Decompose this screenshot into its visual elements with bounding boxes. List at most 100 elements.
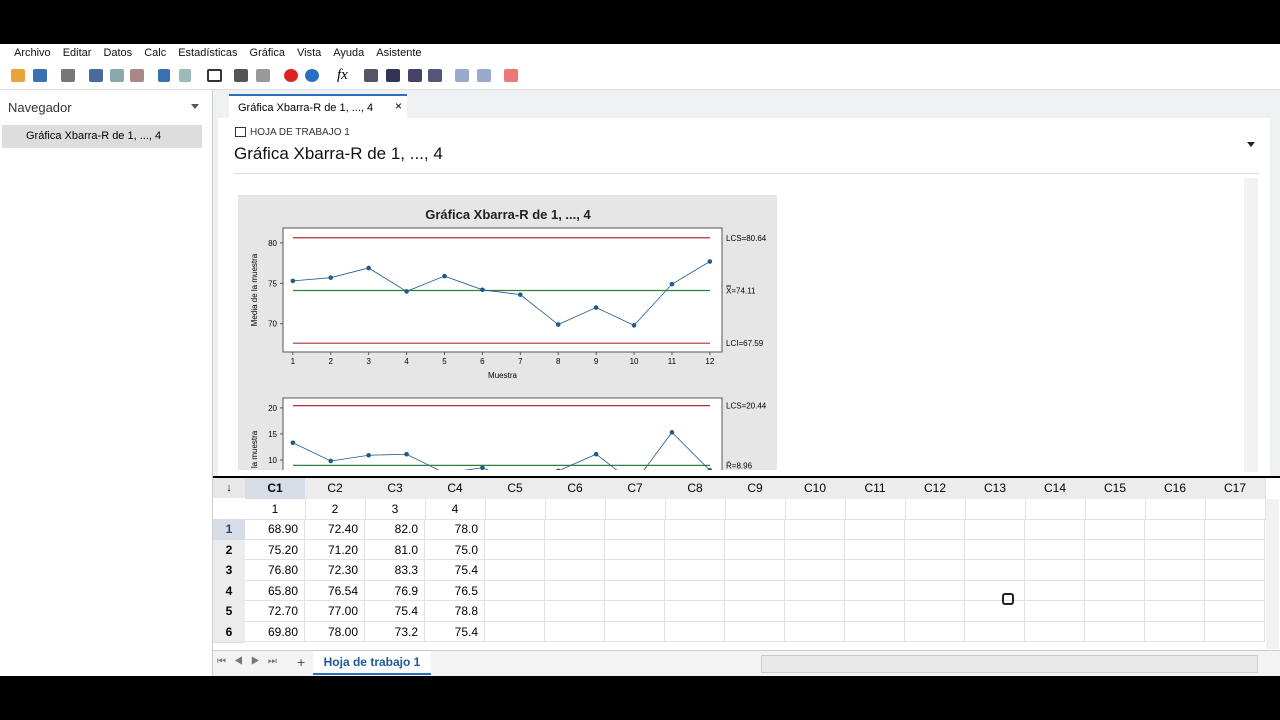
column-name[interactable]	[845, 499, 906, 520]
cell[interactable]	[605, 621, 665, 642]
column-name[interactable]: 3	[365, 499, 426, 520]
replace-icon[interactable]	[256, 69, 270, 82]
cell[interactable]	[665, 519, 725, 540]
cell[interactable]	[1025, 560, 1085, 581]
cell[interactable]: 75.20	[245, 539, 305, 560]
cell[interactable]	[605, 601, 665, 622]
paste-icon[interactable]	[130, 69, 144, 82]
scrollbar[interactable]	[1244, 178, 1258, 472]
cell[interactable]	[605, 519, 665, 540]
cell[interactable]	[485, 519, 545, 540]
column-header[interactable]: C14	[1025, 478, 1086, 499]
cell[interactable]	[1205, 580, 1265, 601]
cell[interactable]	[665, 580, 725, 601]
cell[interactable]: 78.0	[425, 519, 485, 540]
column-name[interactable]	[665, 499, 726, 520]
cell[interactable]	[725, 580, 785, 601]
save-icon[interactable]	[33, 69, 47, 82]
column-name[interactable]	[1205, 499, 1266, 520]
menu-item[interactable]: Vista	[296, 47, 322, 59]
cell[interactable]	[845, 601, 905, 622]
column-header[interactable]: C12	[905, 478, 966, 499]
cell[interactable]	[1205, 621, 1265, 642]
cell[interactable]	[665, 601, 725, 622]
cell[interactable]	[485, 539, 545, 560]
cell[interactable]: 78.00	[305, 621, 365, 642]
cell[interactable]	[845, 539, 905, 560]
cell[interactable]	[845, 580, 905, 601]
cell[interactable]	[1085, 539, 1145, 560]
corner-cell[interactable]: ↓	[213, 478, 245, 498]
cell[interactable]	[785, 560, 845, 581]
cell[interactable]: 78.8	[425, 601, 485, 622]
cell[interactable]	[785, 519, 845, 540]
undo-icon[interactable]	[158, 69, 170, 82]
cell[interactable]: 75.4	[425, 560, 485, 581]
cell[interactable]	[665, 560, 725, 581]
cell[interactable]	[485, 560, 545, 581]
cell[interactable]	[1145, 601, 1205, 622]
column-name[interactable]: 1	[245, 499, 306, 520]
cell[interactable]: 75.4	[425, 621, 485, 642]
cell[interactable]	[545, 580, 605, 601]
cell[interactable]: 77.00	[305, 601, 365, 622]
cell[interactable]	[965, 580, 1025, 601]
cell[interactable]	[785, 539, 845, 560]
cell[interactable]	[1145, 560, 1205, 581]
column-header[interactable]: C16	[1145, 478, 1206, 499]
cell[interactable]	[965, 560, 1025, 581]
menu-item[interactable]: Calc	[144, 47, 167, 59]
column-header[interactable]: C1	[245, 478, 306, 499]
navigator-item[interactable]: Gráfica Xbarra-R de 1, ..., 4	[2, 125, 202, 148]
cell[interactable]	[785, 580, 845, 601]
graph-icon[interactable]	[408, 69, 422, 82]
cell[interactable]	[1025, 601, 1085, 622]
column-name[interactable]	[1025, 499, 1086, 520]
column-header[interactable]: C9	[725, 478, 786, 499]
add-sheet[interactable]: +	[297, 654, 306, 670]
cell[interactable]	[545, 519, 605, 540]
cell[interactable]	[845, 621, 905, 642]
column-header[interactable]: C5	[485, 478, 546, 499]
cell[interactable]	[605, 539, 665, 560]
column-header[interactable]: C2	[305, 478, 366, 499]
column-name[interactable]	[485, 499, 546, 520]
cell[interactable]	[665, 539, 725, 560]
column-header[interactable]: C8	[665, 478, 726, 499]
column-header[interactable]: C13	[965, 478, 1026, 499]
cell[interactable]	[1025, 580, 1085, 601]
tab-close[interactable]: ×	[395, 99, 403, 113]
cell[interactable]: 72.30	[305, 560, 365, 581]
cell[interactable]	[725, 601, 785, 622]
cell[interactable]	[905, 601, 965, 622]
cell[interactable]: 69.80	[245, 621, 305, 642]
cell[interactable]: 76.54	[305, 580, 365, 601]
menu-item[interactable]: Archivo	[14, 47, 51, 59]
cell[interactable]	[485, 601, 545, 622]
menu-item[interactable]: Gráfica	[249, 47, 285, 59]
cell[interactable]	[605, 580, 665, 601]
cancel-icon[interactable]	[284, 69, 298, 82]
cell[interactable]: 83.3	[365, 560, 425, 581]
column-name[interactable]: 4	[425, 499, 486, 520]
cell[interactable]	[965, 539, 1025, 560]
cell[interactable]	[905, 539, 965, 560]
row-header[interactable]: 5	[213, 601, 245, 623]
v-scrollbar[interactable]	[1266, 499, 1279, 649]
cell[interactable]	[785, 621, 845, 642]
sheet-tab[interactable]: Hoja de trabajo 1	[313, 651, 431, 675]
menu-item[interactable]: Ayuda	[333, 47, 365, 59]
graph-icon[interactable]	[386, 69, 400, 82]
cell[interactable]	[965, 621, 1025, 642]
cell[interactable]	[1085, 580, 1145, 601]
column-name[interactable]	[965, 499, 1026, 520]
cell[interactable]	[1145, 539, 1205, 560]
cell[interactable]	[1205, 601, 1265, 622]
cut-icon[interactable]	[89, 69, 103, 82]
find-icon[interactable]	[234, 69, 248, 82]
cell[interactable]	[725, 539, 785, 560]
cell[interactable]: 72.40	[305, 519, 365, 540]
menu-item[interactable]: Estadísticas	[178, 47, 238, 59]
cell[interactable]	[965, 519, 1025, 540]
cell[interactable]	[545, 539, 605, 560]
